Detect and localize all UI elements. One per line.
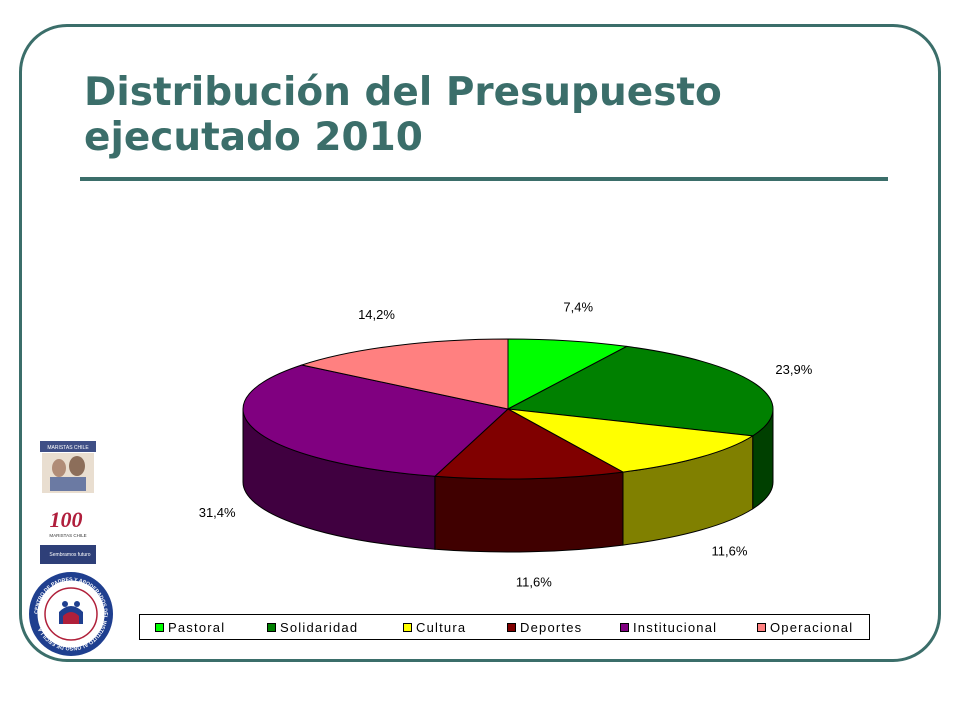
legend-swatch	[620, 622, 629, 632]
pie-data-label: 31,4%	[199, 505, 236, 520]
logo-brand-text: MARISTAS CHILE	[47, 445, 89, 451]
pie-slice-deportes	[433, 408, 625, 480]
pie-slice-pastoral	[507, 338, 629, 410]
legend-swatch	[267, 622, 276, 632]
pie-data-label: 11,6%	[516, 575, 552, 590]
legend-swatch	[757, 622, 766, 632]
legend-item-deportes: Deportes	[507, 619, 583, 635]
pie-data-label: 11,6%	[712, 544, 748, 559]
chart-legend: Pastoral Solidaridad Cultura Deportes Instit…	[139, 614, 870, 640]
legend-label: Operacional	[770, 619, 854, 635]
pie-side-deportes	[434, 471, 624, 553]
maristas-logo: MARISTAS CHILE 100 MARISTAS CHILE Sembra…	[40, 441, 96, 564]
legend-item-institucional: Institucional	[620, 619, 718, 635]
legend-item-operacional: Operacional	[757, 619, 854, 635]
legend-label: Solidaridad	[280, 619, 359, 635]
pie-data-label: 23,9%	[775, 362, 812, 377]
legend-swatch	[155, 622, 164, 632]
slide-title: Distribución del Presupuesto ejecutado 2…	[84, 70, 722, 160]
legend-item-solidaridad: Solidaridad	[267, 619, 359, 635]
logo-tagline: Sembramos futuro	[49, 552, 90, 558]
pie-slice-cultura	[507, 408, 755, 473]
title-underline	[80, 177, 888, 181]
parents-center-seal: CENTRO DE PADRES Y APODERADOS DEL INSTIT…	[29, 572, 113, 656]
legend-swatch	[507, 622, 516, 632]
logo-brand-subtext: MARISTAS CHILE	[49, 533, 86, 538]
legend-label: Institucional	[633, 619, 718, 635]
pie-slice-operacional	[299, 338, 509, 410]
pie-data-label: 14,2%	[358, 307, 395, 322]
pie-slice-solidaridad	[506, 345, 774, 437]
slide-frame	[19, 24, 941, 662]
logo-100-text: 100	[50, 507, 83, 532]
legend-label: Pastoral	[168, 619, 226, 635]
legend-item-cultura: Cultura	[403, 619, 467, 635]
legend-swatch	[403, 622, 412, 632]
pie-data-label: 7,4%	[563, 300, 593, 315]
legend-item-pastoral: Pastoral	[155, 619, 226, 635]
pie-slice-institucional	[242, 364, 510, 477]
legend-label: Deportes	[520, 619, 583, 635]
legend-label: Cultura	[416, 619, 467, 635]
